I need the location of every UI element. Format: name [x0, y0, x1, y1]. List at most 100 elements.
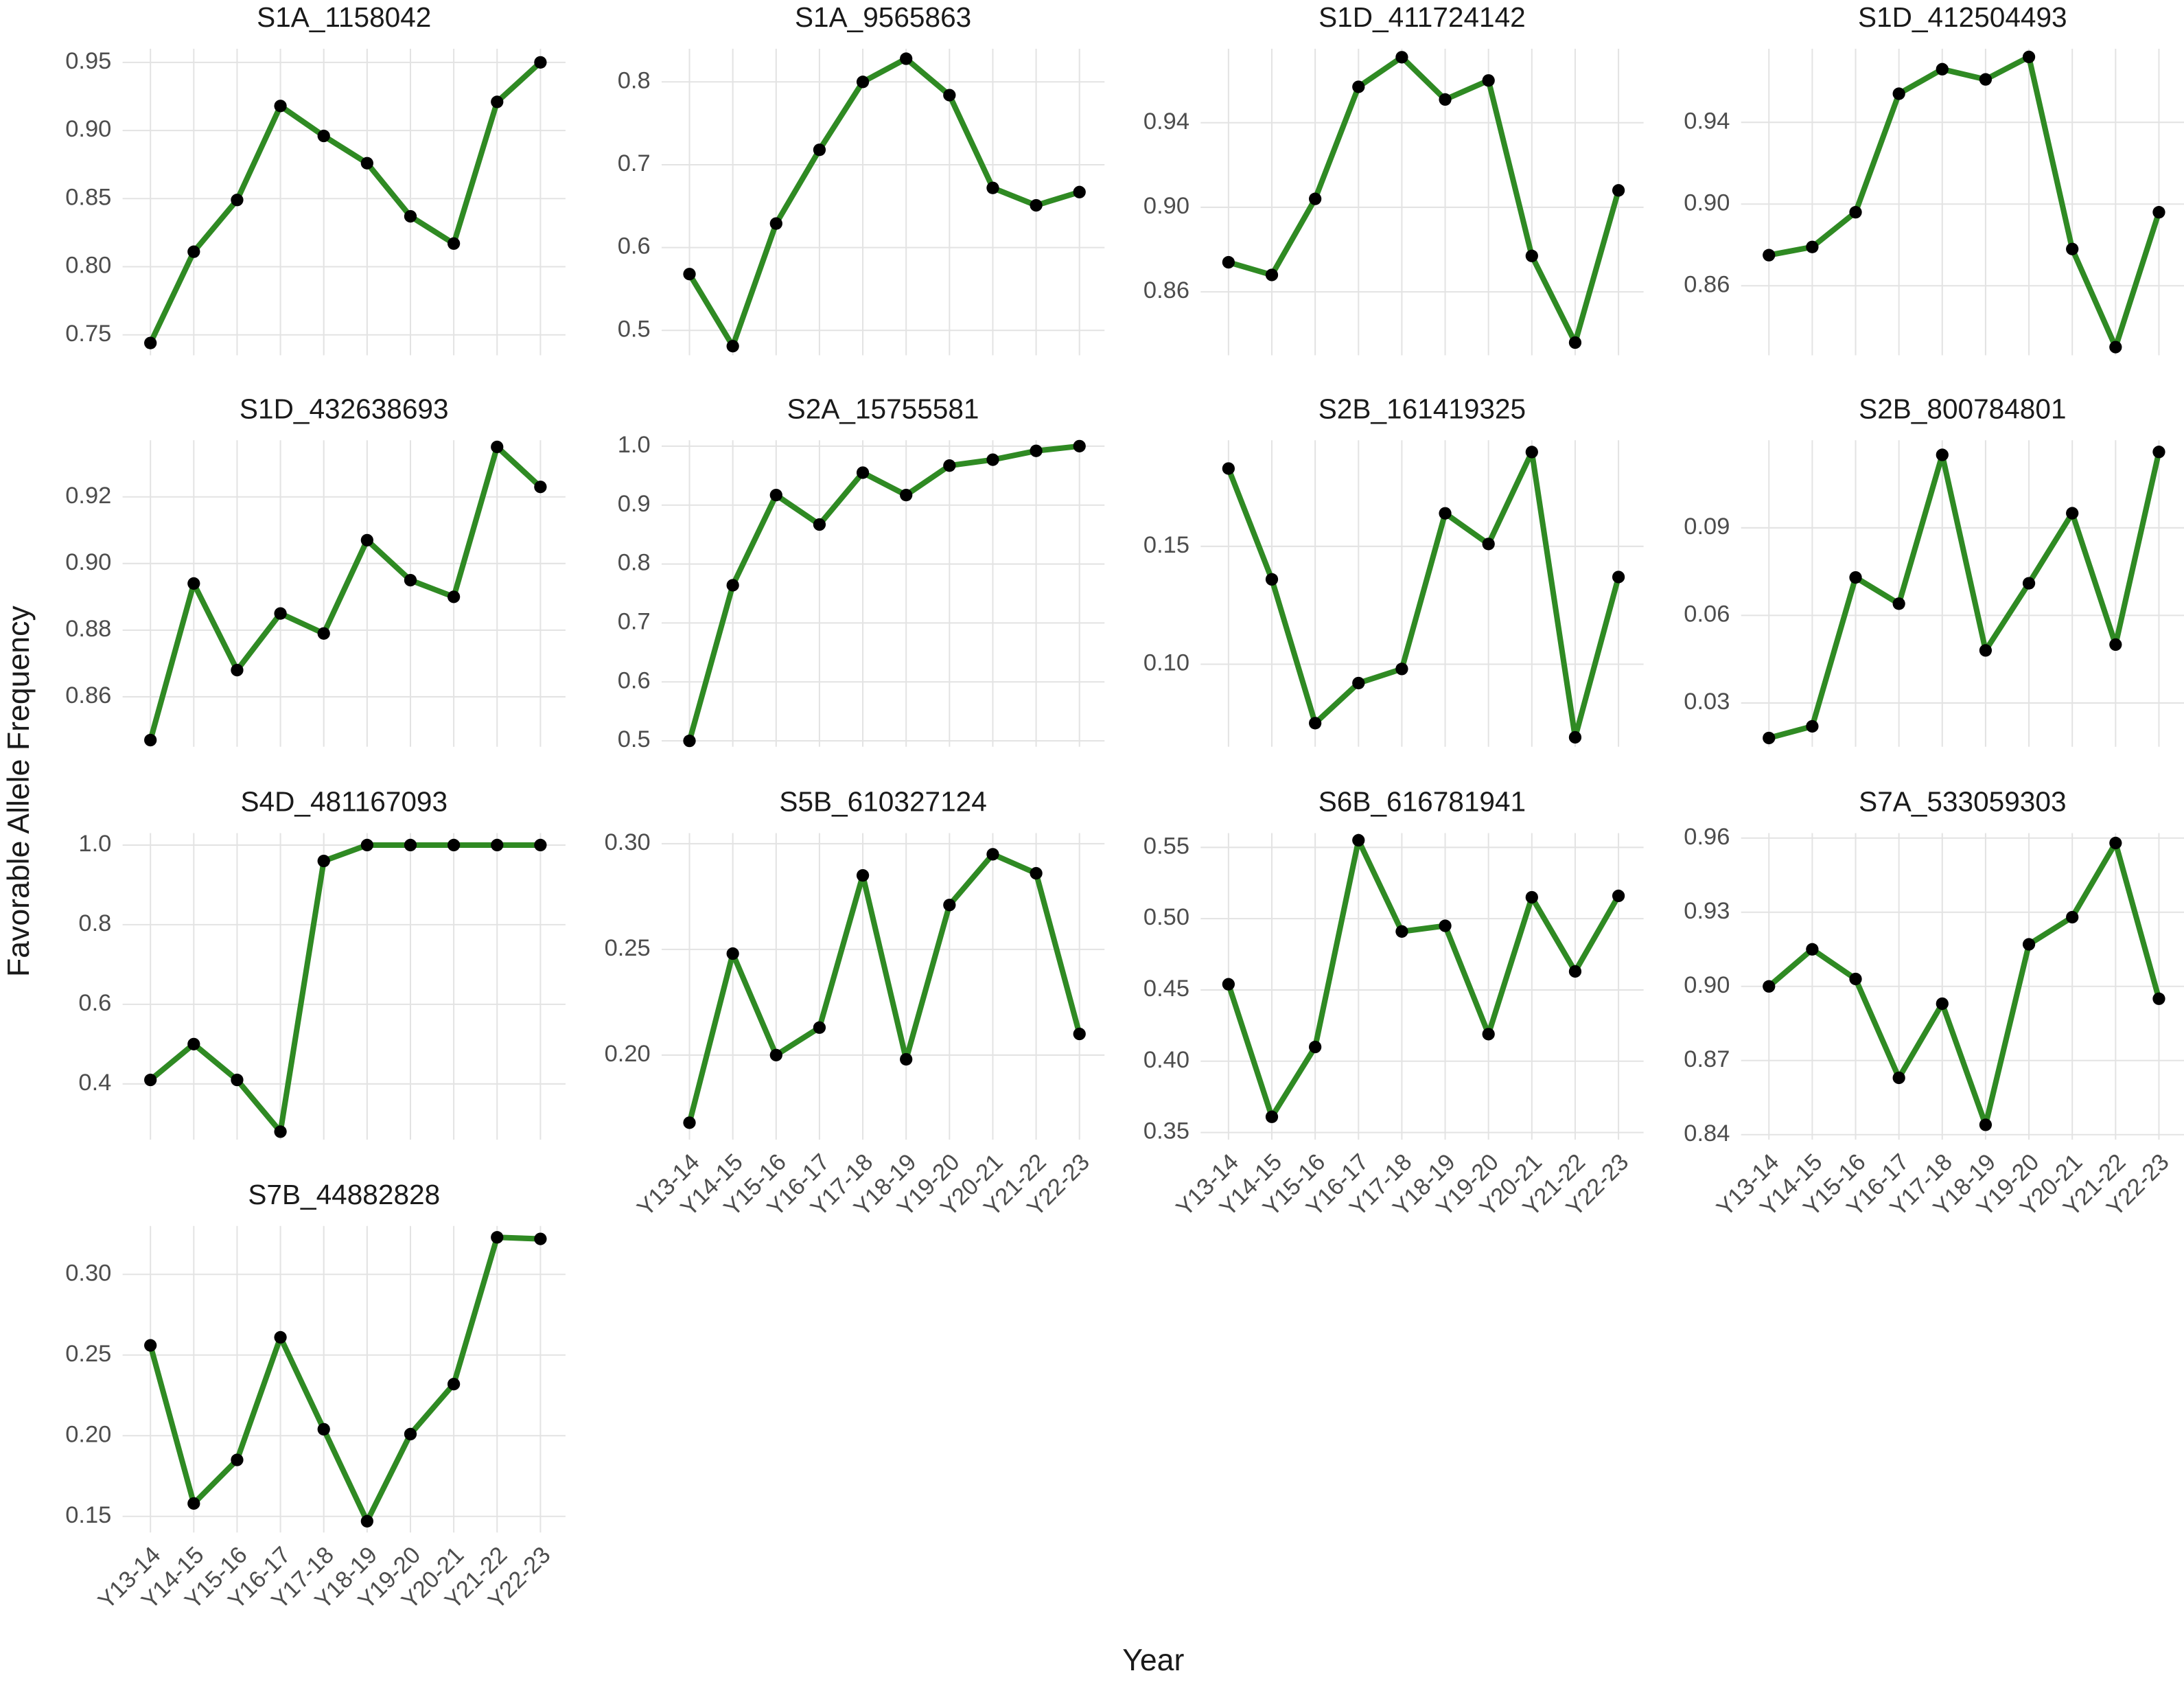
line — [1768, 451, 2162, 741]
point — [769, 1048, 782, 1061]
point — [231, 194, 244, 207]
point — [1849, 571, 1862, 584]
point — [1806, 719, 1819, 733]
point — [1936, 997, 1949, 1011]
facet-title: S7A_533059303 — [1859, 786, 2066, 818]
point — [1568, 336, 1582, 349]
point — [2152, 992, 2165, 1005]
point — [1482, 74, 1495, 87]
y-tick-label: 0.90 — [1684, 972, 1730, 998]
y-tick-label: 0.30 — [605, 829, 651, 855]
point — [491, 95, 504, 108]
point — [1030, 866, 1043, 880]
y-tick-label: 0.7 — [618, 609, 651, 635]
y-tick-label: 0.86 — [1143, 277, 1189, 303]
line — [1768, 54, 2162, 350]
point — [1265, 268, 1279, 281]
point — [1612, 889, 1625, 903]
y-tick-label: 0.90 — [1684, 189, 1730, 216]
line — [686, 443, 1080, 742]
point — [144, 336, 157, 349]
point — [943, 899, 956, 912]
point — [1439, 507, 1452, 520]
point — [1525, 446, 1538, 459]
y-tick-label: 0.9 — [618, 491, 651, 517]
point — [274, 1330, 287, 1344]
point — [2152, 446, 2165, 459]
facet-title: S1D_412504493 — [1858, 1, 2067, 33]
y-tick-label: 0.50 — [1143, 904, 1189, 930]
y-axis-title: Favorable Allele Frequency — [2, 606, 36, 977]
y-tick-label: 0.55 — [1143, 833, 1189, 859]
point — [2109, 341, 2122, 354]
point — [1309, 1040, 1322, 1054]
point — [1936, 448, 1949, 461]
point — [1568, 965, 1582, 978]
y-tick-label: 0.35 — [1143, 1118, 1189, 1144]
point — [231, 1453, 244, 1466]
point — [144, 1339, 157, 1352]
point — [813, 143, 826, 157]
point — [1352, 833, 1365, 847]
y-tick-label: 0.20 — [605, 1041, 651, 1067]
y-tick-label: 0.8 — [618, 550, 651, 576]
facet-title: S1D_432638693 — [240, 393, 449, 424]
y-tick-label: 0.09 — [1684, 514, 1730, 540]
point — [447, 838, 461, 852]
point — [726, 340, 739, 353]
y-tick-label: 0.84 — [1684, 1120, 1730, 1147]
point — [1568, 730, 1582, 744]
point — [360, 1514, 373, 1528]
y-tick-label: 0.6 — [618, 667, 651, 693]
point — [1892, 597, 1905, 610]
point — [187, 577, 200, 590]
point — [534, 838, 547, 852]
y-tick-label: 0.85 — [65, 184, 111, 210]
facet-title: S6B_616781941 — [1318, 786, 1526, 818]
point — [1030, 444, 1043, 457]
y-tick-label: 0.86 — [65, 682, 111, 708]
point — [491, 440, 504, 454]
y-tick-label: 0.25 — [605, 935, 651, 961]
point — [317, 1422, 330, 1436]
y-tick-label: 0.45 — [1143, 976, 1189, 1002]
line — [686, 851, 1082, 1124]
point — [1979, 73, 1993, 86]
point — [187, 245, 200, 258]
point — [726, 579, 739, 592]
point — [1030, 198, 1043, 212]
point — [231, 663, 244, 677]
point — [2109, 836, 2122, 850]
point — [1073, 1027, 1086, 1041]
line — [1227, 54, 1621, 346]
point — [2066, 242, 2079, 255]
facet-title: S2B_161419325 — [1318, 393, 1526, 424]
y-tick-label: 0.87 — [1684, 1046, 1730, 1072]
y-tick-label: 0.94 — [1143, 108, 1189, 135]
point — [1979, 1118, 1993, 1131]
point — [900, 488, 913, 502]
y-tick-label: 0.15 — [65, 1502, 111, 1528]
y-tick-label: 0.06 — [1684, 601, 1730, 627]
point — [900, 52, 913, 65]
y-tick-label: 0.86 — [1684, 271, 1730, 297]
point — [1482, 538, 1495, 551]
point — [726, 947, 739, 960]
point — [1482, 1028, 1495, 1041]
y-tick-label: 0.8 — [618, 67, 651, 93]
point — [491, 1231, 504, 1244]
point — [856, 76, 870, 89]
point — [1352, 80, 1365, 93]
point — [534, 1232, 547, 1245]
point — [187, 1497, 200, 1510]
point — [1265, 573, 1279, 586]
y-tick-label: 0.03 — [1684, 689, 1730, 715]
point — [2022, 938, 2036, 951]
y-tick-label: 0.92 — [65, 483, 111, 509]
line — [148, 842, 541, 1135]
y-tick-label: 1.0 — [78, 831, 111, 857]
point — [683, 734, 696, 748]
line — [148, 60, 543, 345]
